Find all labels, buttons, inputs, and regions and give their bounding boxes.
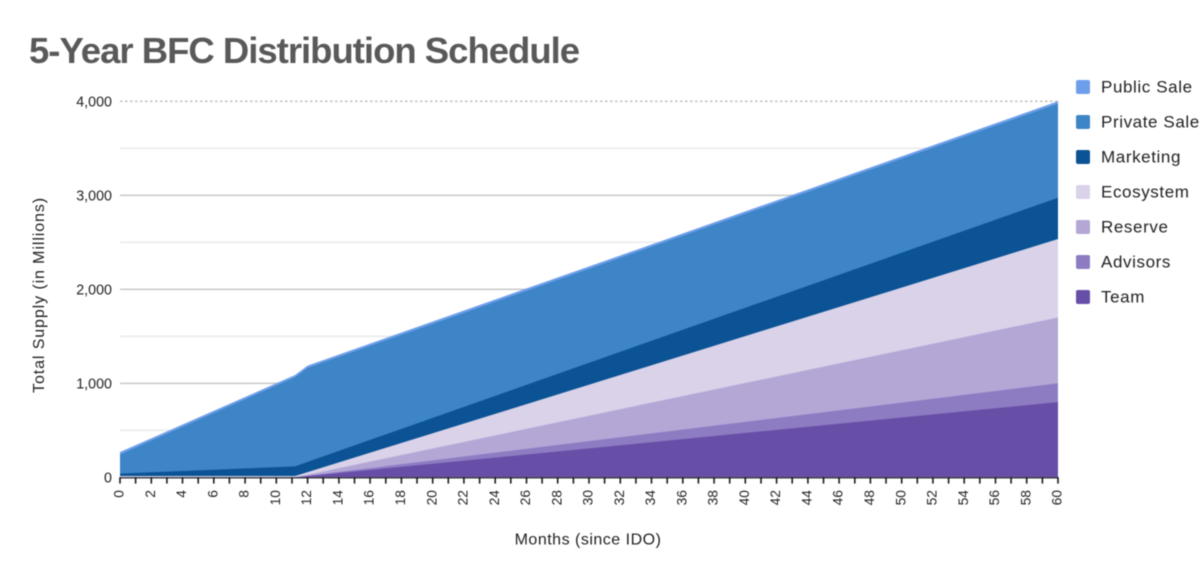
svg-text:Marketing: Marketing [1101,148,1181,167]
svg-text:5-Year BFC Distribution Schedu: 5-Year BFC Distribution Schedule [29,30,580,71]
svg-text:14: 14 [331,490,346,506]
svg-text:36: 36 [674,490,689,506]
svg-text:32: 32 [612,490,627,505]
svg-text:52: 52 [925,490,940,505]
svg-text:28: 28 [549,490,564,506]
svg-text:2,000: 2,000 [76,282,112,298]
svg-text:6: 6 [205,490,220,498]
svg-text:4: 4 [174,490,189,498]
svg-text:Total Supply (in Millions): Total Supply (in Millions) [31,197,48,393]
svg-text:22: 22 [456,490,471,505]
svg-text:56: 56 [987,490,1002,506]
svg-text:42: 42 [768,490,783,505]
svg-text:0: 0 [104,470,112,486]
svg-text:4,000: 4,000 [76,94,112,110]
svg-text:Ecosystem: Ecosystem [1101,183,1190,202]
svg-text:Reserve: Reserve [1101,218,1169,237]
svg-text:38: 38 [706,490,721,506]
svg-text:40: 40 [737,490,752,506]
svg-text:1,000: 1,000 [76,376,112,392]
svg-text:34: 34 [643,490,658,506]
svg-text:26: 26 [518,490,533,506]
svg-text:16: 16 [362,490,377,506]
svg-text:60: 60 [1050,490,1065,506]
svg-text:Public Sale: Public Sale [1101,78,1193,97]
svg-text:12: 12 [299,490,314,505]
svg-text:Months (since IDO): Months (since IDO) [515,532,662,549]
svg-text:48: 48 [862,490,877,506]
svg-text:2: 2 [143,490,158,498]
svg-text:Private Sale: Private Sale [1101,113,1200,132]
svg-text:Advisors: Advisors [1101,253,1171,272]
svg-text:24: 24 [487,490,502,506]
svg-text:8: 8 [237,490,252,498]
svg-text:20: 20 [424,490,439,506]
svg-text:0: 0 [112,490,127,498]
svg-text:Team: Team [1101,288,1145,307]
svg-text:10: 10 [268,490,283,506]
svg-text:44: 44 [800,490,815,506]
svg-text:30: 30 [581,490,596,506]
svg-text:3,000: 3,000 [76,188,112,204]
svg-text:18: 18 [393,490,408,506]
svg-text:50: 50 [893,490,908,506]
svg-text:54: 54 [956,490,971,506]
svg-text:46: 46 [831,490,846,506]
svg-text:58: 58 [1018,490,1033,506]
